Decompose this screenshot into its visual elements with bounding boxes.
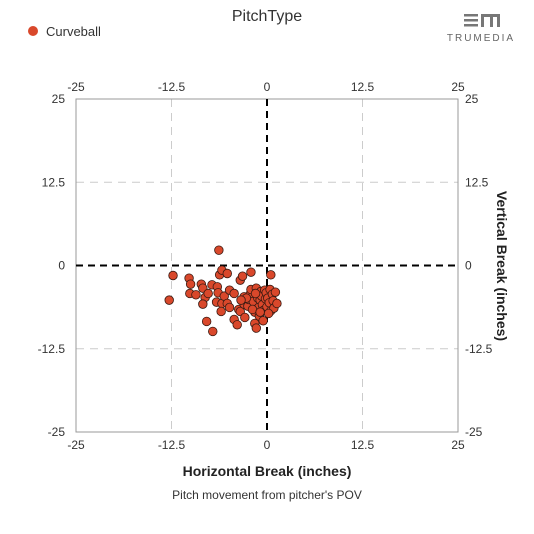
data-point-curveball-6 bbox=[191, 290, 201, 300]
legend[interactable]: Curveball bbox=[28, 24, 101, 39]
data-point-curveball-2 bbox=[168, 270, 178, 281]
data-point-curveball-63 bbox=[266, 270, 276, 280]
data-point-curveball-74 bbox=[255, 307, 265, 317]
y-tick-label-left: -12.5 bbox=[38, 342, 66, 356]
y-tick-label-left: 0 bbox=[58, 259, 65, 273]
data-point-curveball-1 bbox=[164, 295, 174, 305]
brand-name: TRUMEDIA bbox=[447, 33, 515, 44]
y-tick-label-left: -25 bbox=[48, 425, 66, 439]
y-tick-label-right: 0 bbox=[465, 259, 472, 273]
grid-lines bbox=[76, 99, 458, 432]
data-point-curveball-72 bbox=[250, 288, 261, 299]
y-tick-label-right: -12.5 bbox=[465, 342, 493, 356]
x-tick-label-top: -12.5 bbox=[158, 80, 186, 94]
x-tick-label-bottom: 25 bbox=[451, 438, 465, 452]
data-point-curveball-73 bbox=[263, 308, 274, 319]
data-points bbox=[164, 245, 282, 337]
brand-logo: TRUMEDIA bbox=[447, 14, 515, 44]
data-point-curveball-69 bbox=[272, 298, 282, 309]
y-tick-label-right: 12.5 bbox=[465, 175, 489, 189]
data-point-curveball-25 bbox=[224, 302, 235, 313]
data-point-curveball-12 bbox=[201, 316, 212, 327]
y-tick-label-left: 12.5 bbox=[42, 175, 66, 189]
data-point-curveball-11 bbox=[203, 288, 213, 299]
y-tick-label-left: 25 bbox=[52, 92, 66, 106]
x-tick-label-top: 12.5 bbox=[351, 80, 375, 94]
x-tick-label-bottom: 12.5 bbox=[351, 438, 375, 452]
data-point-curveball-27 bbox=[229, 288, 239, 299]
data-point-curveball-29 bbox=[232, 320, 242, 330]
x-tick-label-top: -25 bbox=[67, 80, 85, 94]
data-point-curveball-13 bbox=[208, 326, 218, 337]
data-point-curveball-54 bbox=[258, 316, 268, 326]
x-tick-label-bottom: -12.5 bbox=[158, 438, 186, 452]
data-point-curveball-10 bbox=[198, 299, 208, 309]
chart-title: PitchType bbox=[232, 8, 302, 25]
zero-lines bbox=[76, 99, 458, 432]
trumedia-logo-icon bbox=[464, 14, 500, 27]
x-tick-label-bottom: 0 bbox=[264, 438, 271, 452]
data-point-curveball-18 bbox=[222, 268, 232, 279]
data-point-curveball-33 bbox=[237, 271, 248, 281]
y-tick-label-right: 25 bbox=[465, 92, 479, 106]
data-point-curveball-0 bbox=[214, 245, 224, 255]
data-point-curveball-41 bbox=[246, 267, 256, 277]
data-point-curveball-68 bbox=[270, 287, 281, 297]
data-point-curveball-45 bbox=[251, 323, 262, 333]
x-tick-label-top: 0 bbox=[264, 80, 271, 94]
x-tick-label-bottom: -25 bbox=[67, 438, 85, 452]
data-point-curveball-36 bbox=[240, 312, 250, 323]
x-axis-title: Horizontal Break (inches) bbox=[183, 463, 352, 479]
y-axis-title: Vertical Break (inches) bbox=[494, 191, 510, 341]
y-tick-label-right: -25 bbox=[465, 425, 483, 439]
x-tick-label-top: 25 bbox=[451, 80, 465, 94]
data-point-curveball-22 bbox=[216, 306, 226, 317]
legend-marker-curveball bbox=[28, 26, 38, 36]
data-point-curveball-4 bbox=[185, 279, 196, 289]
data-point-curveball-75 bbox=[236, 295, 246, 305]
chart-subtitle: Pitch movement from pitcher's POV bbox=[172, 488, 362, 502]
legend-label-curveball: Curveball bbox=[46, 24, 101, 39]
